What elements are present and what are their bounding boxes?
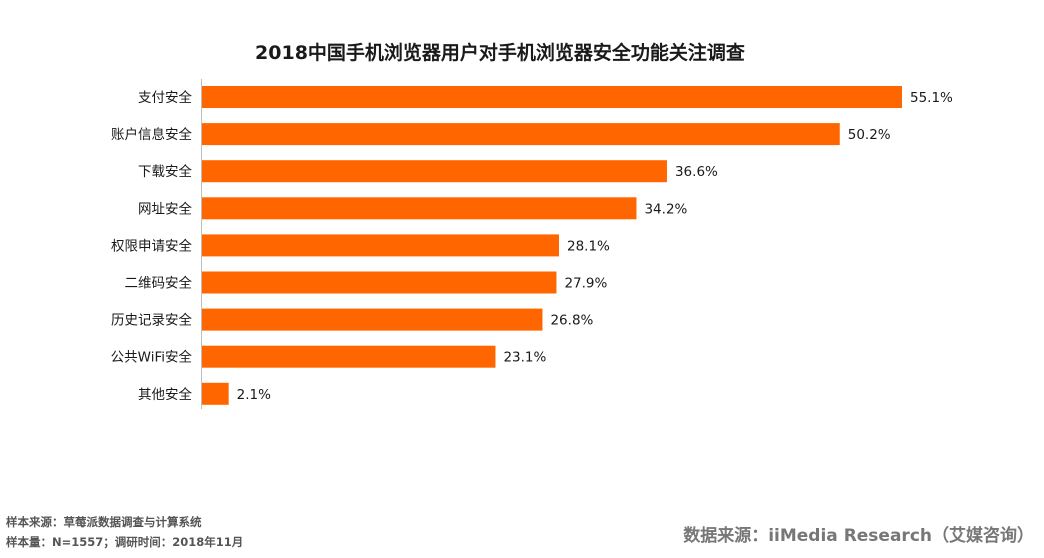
category-label: 公共WiFi安全: [111, 349, 193, 366]
chart-title: 2018中国手机浏览器用户对手机浏览器安全功能关注调查: [255, 42, 745, 64]
value-label: 28.1%: [567, 238, 610, 254]
value-label: 50.2%: [848, 127, 891, 143]
category-label: 账户信息安全: [111, 126, 192, 143]
sample-size: 样本量：N=1557；调研时间：2018年11月: [6, 535, 244, 549]
value-label: 27.9%: [564, 276, 607, 292]
value-label: 2.1%: [237, 387, 271, 403]
bar: [202, 86, 902, 108]
bar: [202, 160, 667, 183]
bar: [202, 234, 559, 257]
data-source: 数据来源：iiMedia Research（艾媒咨询）: [683, 526, 1034, 546]
bar: [202, 382, 229, 405]
value-label: 36.6%: [675, 164, 718, 180]
bar: [202, 308, 543, 331]
value-label: 55.1%: [910, 90, 953, 106]
value-label: 34.2%: [644, 201, 687, 217]
bar: [202, 197, 637, 220]
category-label: 历史记录安全: [111, 312, 192, 329]
bar: [202, 271, 557, 294]
value-label: 26.8%: [550, 313, 593, 329]
category-label: 下载安全: [138, 163, 192, 180]
category-label: 其他安全: [138, 386, 192, 403]
value-label: 23.1%: [503, 350, 546, 366]
bar: [202, 345, 496, 368]
category-label: 支付安全: [138, 89, 192, 106]
sample-source: 样本来源：草莓派数据调查与计算系统: [6, 515, 202, 529]
bar: [202, 123, 840, 146]
category-label: 权限申请安全: [111, 237, 192, 254]
category-label: 二维码安全: [125, 275, 193, 292]
bar-chart: 支付安全 55.1% 账户信息安全 50.2% 下载安全 36.6% 网址安全 34.2% 权限…: [111, 79, 953, 409]
category-label: 网址安全: [138, 200, 192, 217]
footer-notes: 样本来源：草莓派数据调查与计算系统 样本量：N=1557；调研时间：2018年1…: [6, 512, 243, 552]
